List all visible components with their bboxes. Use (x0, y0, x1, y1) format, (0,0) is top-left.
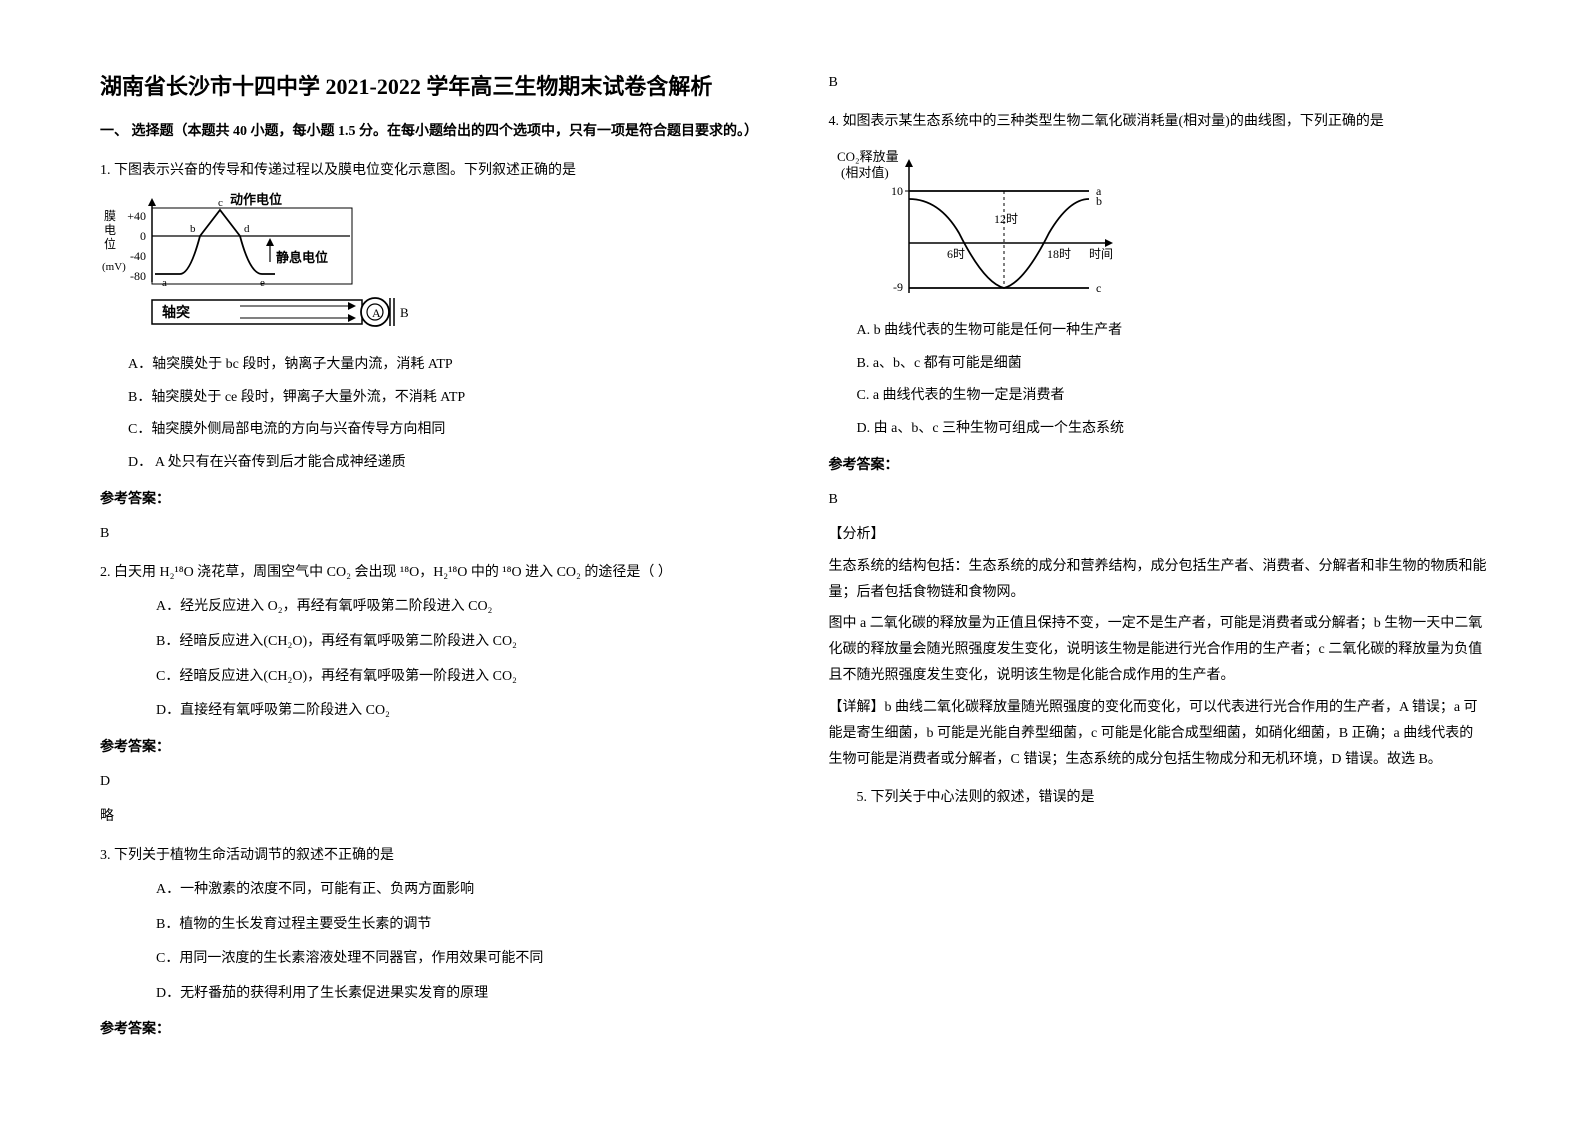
q3-option-c: C．用同一浓度的生长素溶液处理不同器官，作用效果可能不同 (156, 946, 759, 973)
q2-option-d: D．直接经有氧呼吸第二阶段进入 CO₂ (156, 698, 759, 725)
q1-answer-label: 参考答案： (100, 487, 759, 514)
q3-stem: 3. 下列关于植物生命活动调节的叙述不正确的是 (100, 843, 759, 870)
svg-text:CO₂释放量: CO₂释放量 (837, 149, 899, 164)
svg-text:B: B (400, 305, 409, 320)
svg-text:a: a (162, 277, 167, 289)
q3-answer-label: 参考答案： (100, 1017, 759, 1044)
svg-text:0: 0 (140, 229, 146, 243)
svg-text:c: c (1096, 281, 1101, 295)
svg-text:b: b (190, 223, 196, 235)
q4-stem: 4. 如图表示某生态系统中的三种类型生物二氧化碳消耗量(相对量)的曲线图，下列正… (829, 109, 1488, 136)
section-heading: 一、 选择题（本题共 40 小题，每小题 1.5 分。在每小题给出的四个选项中，… (100, 119, 759, 146)
q4-analysis-p1: 生态系统的结构包括：生态系统的成分和营养结构，成分包括生产者、消费者、分解者和非… (829, 554, 1488, 606)
q4-detail-label: 【详解】 (829, 700, 885, 715)
q4-detail: 【详解】b 曲线二氧化碳释放量随光照强度的变化而变化，可以代表进行光合作用的生产… (829, 695, 1488, 773)
svg-text:A: A (372, 306, 381, 320)
q2-option-a: A．经光反应进入 O₂，再经有氧呼吸第二阶段进入 CO₂ (156, 594, 759, 621)
svg-text:10: 10 (891, 184, 903, 198)
q3-answer: B (829, 70, 1488, 97)
svg-text:d: d (244, 223, 250, 235)
svg-text:e: e (260, 277, 265, 289)
q4-answer-label: 参考答案： (829, 453, 1488, 480)
svg-text:12时: 12时 (994, 212, 1018, 226)
q4-option-b: B. a、b、c 都有可能是细菌 (857, 351, 1488, 378)
q4-answer: B (829, 487, 1488, 514)
svg-text:静息电位: 静息电位 (276, 250, 328, 265)
q4-figure: CO₂释放量 (相对值) 10 -9 6时 12时 18时 时间 a b c (829, 143, 1488, 308)
q4-option-c: C. a 曲线代表的生物一定是消费者 (857, 383, 1488, 410)
svg-text:-80: -80 (130, 269, 146, 283)
svg-text:时间: 时间 (1089, 247, 1113, 261)
q1-figure: +40 0 -40 -80 膜 电 位 (mV) a b c d e 动作电位 … (100, 192, 759, 342)
q2-note: 略 (100, 804, 759, 831)
q2-answer-label: 参考答案： (100, 735, 759, 762)
svg-text:动作电位: 动作电位 (230, 192, 282, 207)
q1-stem: 1. 下图表示兴奋的传导和传递过程以及膜电位变化示意图。下列叙述正确的是 (100, 158, 759, 185)
svg-text:(相对值): (相对值) (841, 165, 889, 180)
q1-option-a: A．轴突膜处于 bc 段时，钠离子大量内流，消耗 ATP (128, 352, 759, 379)
q5-stem: 5. 下列关于中心法则的叙述，错误的是 (829, 785, 1488, 812)
q4-analysis-p2: 图中 a 二氧化碳的释放量为正值且保持不变，一定不是生产者，可能是消费者或分解者… (829, 611, 1488, 689)
q1-answer: B (100, 521, 759, 548)
page-title: 湖南省长沙市十四中学 2021-2022 学年高三生物期末试卷含解析 (100, 70, 759, 103)
svg-text:-9: -9 (893, 280, 903, 294)
q4-analysis-label: 【分析】 (829, 522, 1488, 548)
q3-option-a: A．一种激素的浓度不同，可能有正、负两方面影响 (156, 877, 759, 904)
q3-option-b: B．植物的生长发育过程主要受生长素的调节 (156, 912, 759, 939)
svg-text:电: 电 (104, 223, 116, 237)
q4-option-a: A. b 曲线代表的生物可能是任何一种生产者 (857, 318, 1488, 345)
q1-option-d: D． A 处只有在兴奋传到后才能合成神经递质 (128, 450, 759, 477)
svg-text:(mV): (mV) (102, 261, 126, 273)
q2-stem: 2. 白天用 H₂¹⁸O 浇花草，周围空气中 CO₂ 会出现 ¹⁸O，H₂¹⁸O… (100, 560, 759, 587)
svg-text:6时: 6时 (947, 247, 965, 261)
svg-text:膜: 膜 (104, 209, 116, 223)
svg-text:c: c (218, 197, 223, 209)
q2-option-b: B．经暗反应进入(CH₂O)，再经有氧呼吸第二阶段进入 CO₂ (156, 629, 759, 656)
svg-text:+40: +40 (127, 209, 146, 223)
q2-option-c: C．经暗反应进入(CH₂O)，再经有氧呼吸第一阶段进入 CO₂ (156, 664, 759, 691)
svg-text:位: 位 (104, 236, 116, 251)
q4-option-d: D. 由 a、b、c 三种生物可组成一个生态系统 (857, 416, 1488, 443)
q1-option-b: B．轴突膜处于 ce 段时，钾离子大量外流，不消耗 ATP (128, 385, 759, 412)
svg-text:-40: -40 (130, 249, 146, 263)
q1-option-c: C．轴突膜外侧局部电流的方向与兴奋传导方向相同 (128, 417, 759, 444)
q2-answer: D (100, 769, 759, 796)
q4-detail-text: b 曲线二氧化碳释放量随光照强度的变化而变化，可以代表进行光合作用的生产者，A … (829, 700, 1478, 767)
svg-text:轴突: 轴突 (162, 304, 190, 321)
svg-text:b: b (1096, 194, 1102, 208)
svg-text:18时: 18时 (1047, 247, 1071, 261)
q3-option-d: D．无籽番茄的获得利用了生长素促进果实发育的原理 (156, 981, 759, 1008)
